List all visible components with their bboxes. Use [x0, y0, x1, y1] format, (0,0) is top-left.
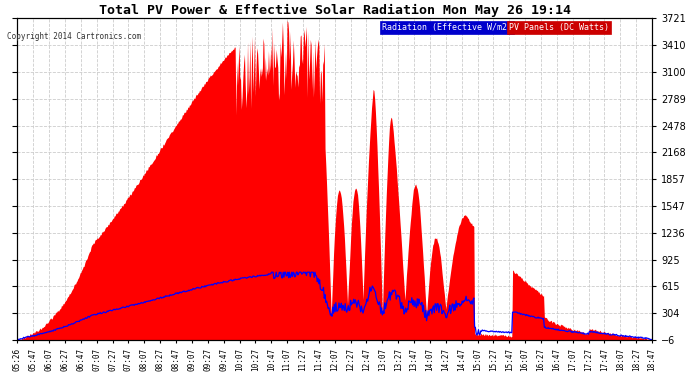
Text: Copyright 2014 Cartronics.com: Copyright 2014 Cartronics.com	[7, 32, 141, 41]
Text: PV Panels (DC Watts): PV Panels (DC Watts)	[509, 23, 609, 32]
Title: Total PV Power & Effective Solar Radiation Mon May 26 19:14: Total PV Power & Effective Solar Radiati…	[99, 4, 571, 17]
Text: Radiation (Effective W/m2): Radiation (Effective W/m2)	[382, 23, 512, 32]
